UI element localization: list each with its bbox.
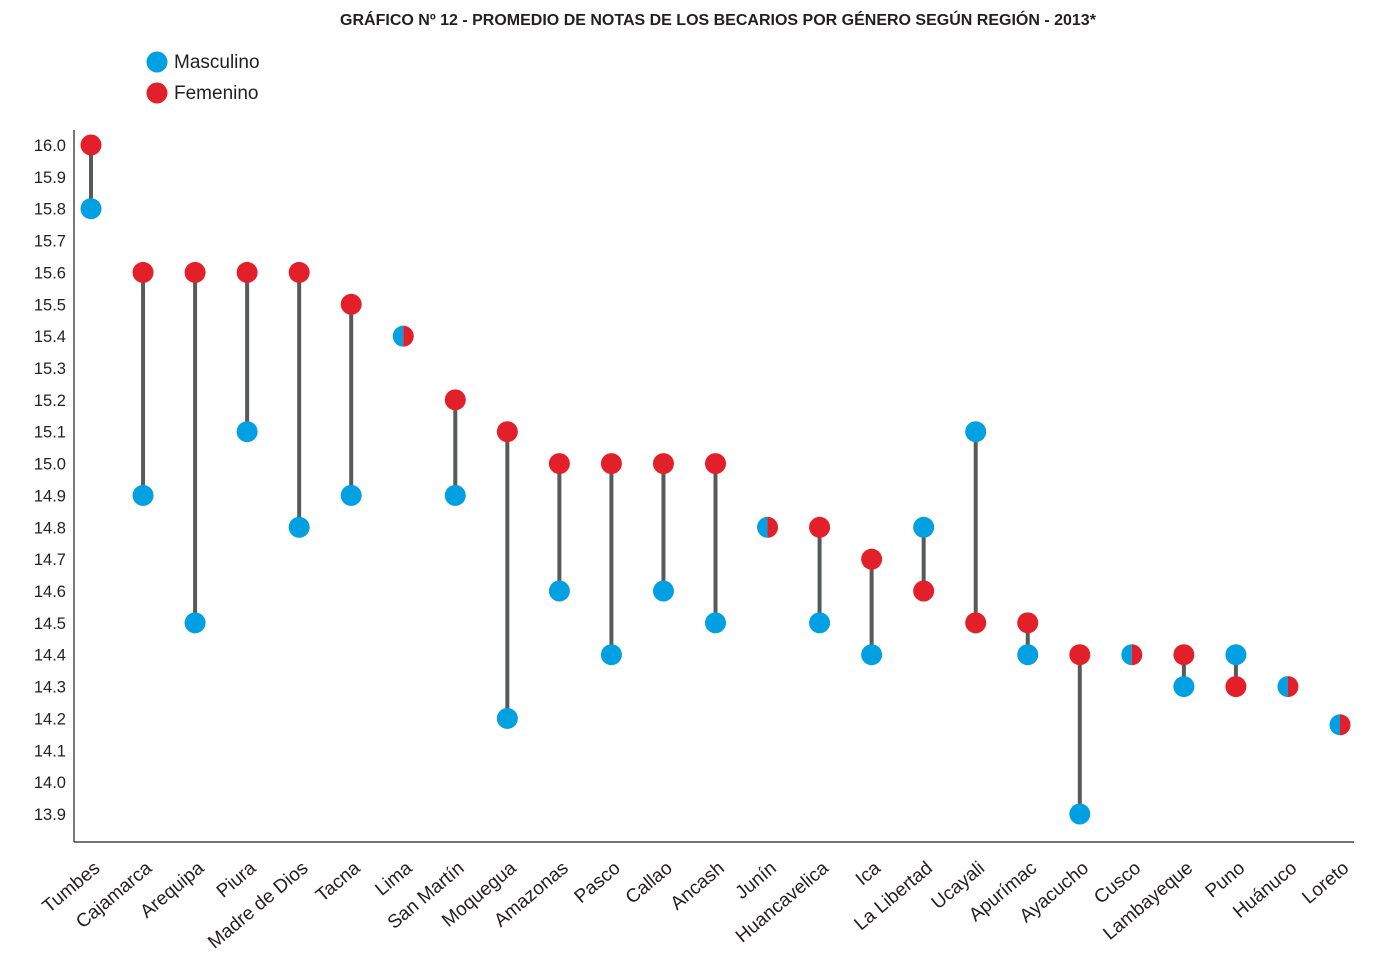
marker-femenino-pasco: [600, 453, 622, 475]
y-tick-label: 15.4: [34, 328, 66, 346]
marker-masculino-callao: [652, 580, 674, 602]
marker-femenino-tumbes: [80, 134, 102, 156]
x-tick-label-pasco: Pasco: [571, 858, 625, 908]
marker-femenino-lambayeque: [1173, 644, 1195, 666]
marker-masculino-apurimac: [1017, 644, 1039, 666]
marker-masculino-piura: [236, 421, 258, 443]
marker-femenino-cajamarca: [132, 261, 154, 283]
x-tick-label-huancavelica: Huancavelica: [732, 857, 833, 947]
marker-femenino-ayacucho: [1069, 644, 1091, 666]
marker-femenino-piura: [236, 261, 258, 283]
y-tick-label: 14.4: [34, 647, 66, 665]
marker-femenino-ancash: [705, 453, 726, 475]
marker-femenino-moquegua: [496, 421, 518, 443]
marker-femenino-puno: [1225, 676, 1247, 698]
markers: [80, 134, 1351, 825]
marker-masculino-huancavelica: [809, 612, 831, 634]
x-tick-label-tacna: Tacna: [312, 857, 365, 906]
stems: [89, 145, 1238, 814]
legend-marker-masculino: [146, 51, 168, 73]
marker-femenino-lima: [403, 325, 414, 347]
marker-masculino-junin: [757, 516, 768, 538]
marker-femenino-huanuco: [1287, 676, 1299, 698]
marker-masculino-ucayali: [965, 421, 987, 443]
x-tick-label-loreto: Loreto: [1298, 858, 1353, 909]
marker-femenino-callao: [652, 453, 674, 475]
marker-masculino-san-martin: [444, 484, 466, 506]
y-tick-label: 15.1: [34, 424, 66, 442]
marker-femenino-cusco: [1131, 644, 1143, 666]
y-tick-label: 13.9: [34, 806, 66, 824]
marker-masculino-ancash: [705, 612, 726, 634]
marker-femenino-la-libertad: [913, 580, 935, 602]
chart-title: GRÁFICO Nº 12 - PROMEDIO DE NOTAS DE LOS…: [340, 10, 1097, 29]
marker-femenino-loreto: [1340, 714, 1351, 736]
y-tick-label: 15.0: [34, 456, 66, 474]
x-tick-label-ancash: Ancash: [667, 858, 729, 915]
marker-masculino-la-libertad: [913, 516, 935, 538]
marker-femenino-amazonas: [548, 453, 570, 475]
marker-masculino-arequipa: [184, 612, 206, 634]
y-tick-label: 14.2: [34, 710, 66, 728]
y-tick-label: 15.2: [34, 392, 66, 410]
marker-femenino-san-martin: [444, 389, 466, 411]
marker-masculino-ayacucho: [1069, 803, 1091, 825]
marker-masculino-ica: [861, 644, 883, 666]
y-tick-label: 15.9: [34, 169, 66, 187]
y-tick-label: 14.0: [34, 774, 66, 792]
marker-femenino-madre-de-dios: [288, 261, 310, 283]
marker-masculino-loreto: [1329, 714, 1340, 736]
marker-femenino-ica: [861, 548, 883, 570]
x-tick-label-lambayeque: Lambayeque: [1099, 858, 1197, 945]
marker-masculino-tumbes: [80, 198, 102, 220]
marker-masculino-huanuco: [1277, 676, 1288, 698]
y-tick-label: 16.0: [34, 137, 66, 155]
y-tick-label: 14.8: [34, 519, 66, 537]
x-tick-label-lima: Lima: [371, 857, 416, 900]
y-tick-label: 15.3: [34, 360, 66, 378]
y-tick-label: 15.6: [34, 264, 66, 282]
legend: Masculino Femenino: [146, 51, 260, 104]
y-tick-labels: 16.0 15.9 15.8 15.7 15.6 15.5 15.4 15.3 15.2 15.1…: [34, 137, 66, 824]
marker-masculino-cajamarca: [132, 484, 154, 506]
legend-label-masculino: Masculino: [174, 52, 260, 73]
marker-femenino-junin: [767, 516, 779, 538]
legend-marker-femenino: [146, 82, 168, 104]
y-tick-label: 14.6: [34, 583, 66, 601]
y-tick-label: 14.7: [34, 551, 66, 569]
marker-masculino-madre-de-dios: [288, 516, 310, 538]
y-tick-label: 14.5: [34, 615, 66, 633]
marker-femenino-huancavelica: [809, 516, 831, 538]
marker-masculino-lima: [392, 325, 404, 347]
y-tick-label: 14.1: [34, 742, 66, 760]
marker-masculino-cusco: [1121, 644, 1132, 666]
y-tick-label: 15.8: [34, 201, 66, 219]
marker-masculino-lambayeque: [1173, 676, 1195, 698]
y-tick-label: 14.9: [34, 487, 66, 505]
marker-femenino-arequipa: [184, 261, 206, 283]
marker-masculino-tacna: [340, 484, 362, 506]
marker-femenino-apurimac: [1017, 612, 1039, 634]
legend-label-femenino: Femenino: [174, 83, 259, 104]
y-tick-label: 15.5: [34, 296, 66, 314]
marker-masculino-pasco: [600, 644, 622, 666]
marker-masculino-amazonas: [548, 580, 570, 602]
marker-masculino-moquegua: [496, 707, 518, 729]
marker-masculino-puno: [1225, 644, 1247, 666]
y-tick-label: 14.3: [34, 679, 66, 697]
marker-femenino-tacna: [340, 293, 362, 315]
y-tick-label: 15.7: [34, 233, 66, 251]
marker-femenino-ucayali: [965, 612, 987, 634]
x-tick-label-ica: Ica: [852, 857, 885, 890]
